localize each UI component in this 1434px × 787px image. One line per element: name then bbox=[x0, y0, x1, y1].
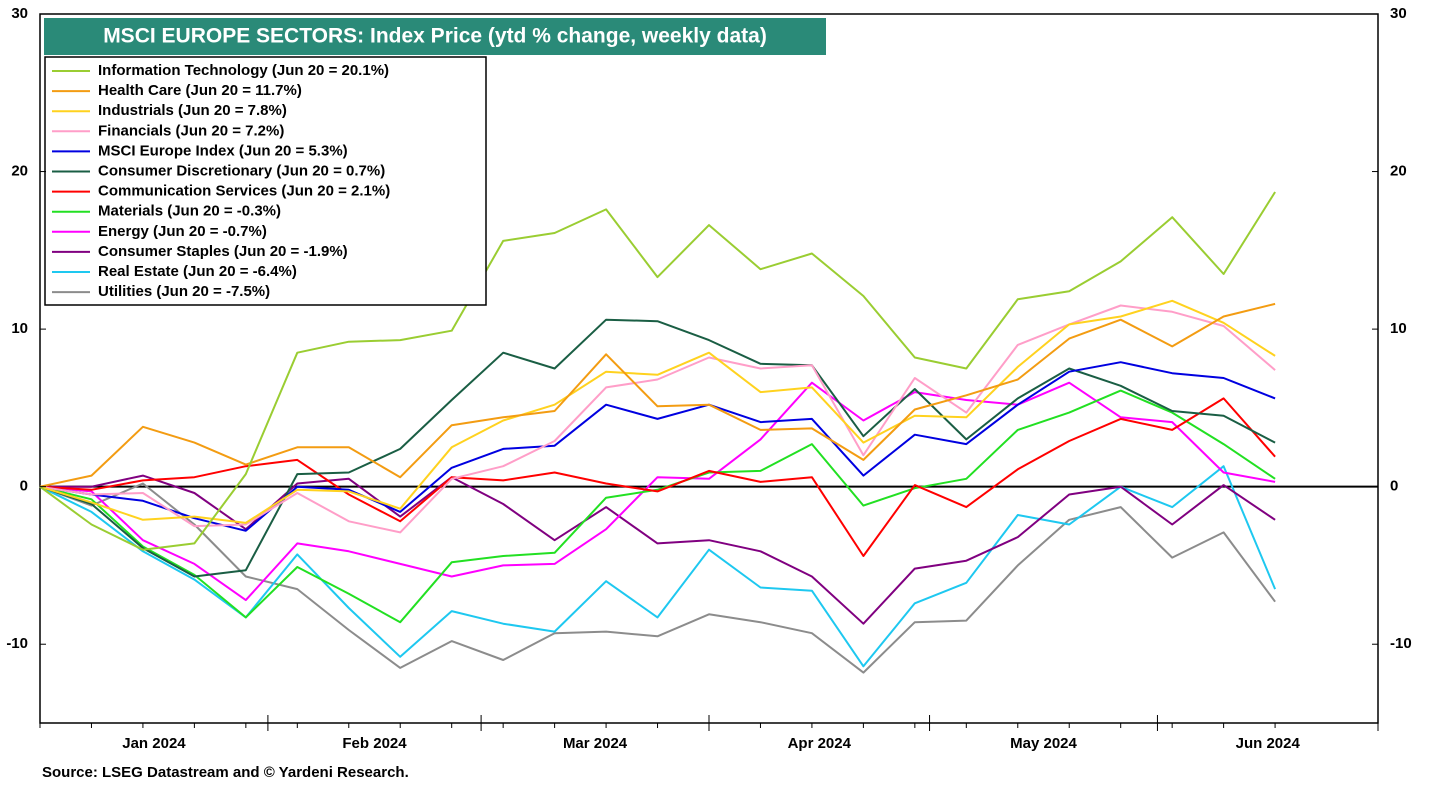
y-tick-label: 20 bbox=[11, 163, 28, 180]
x-tick-label: Apr 2024 bbox=[788, 735, 852, 752]
legend-label: Communication Services (Jun 20 = 2.1%) bbox=[98, 183, 390, 200]
legend-label: Energy (Jun 20 = -0.7%) bbox=[98, 223, 267, 240]
x-tick-label: Feb 2024 bbox=[342, 735, 407, 752]
x-tick-label: May 2024 bbox=[1010, 735, 1077, 752]
y2-tick-label: 30 bbox=[1390, 5, 1407, 22]
x-tick-label: Jun 2024 bbox=[1236, 735, 1301, 752]
y-tick-label: 10 bbox=[11, 320, 28, 337]
legend-label: Consumer Staples (Jun 20 = -1.9%) bbox=[98, 243, 348, 260]
x-tick-label: Mar 2024 bbox=[563, 735, 628, 752]
legend-label: Materials (Jun 20 = -0.3%) bbox=[98, 203, 281, 220]
legend-label: Information Technology (Jun 20 = 20.1%) bbox=[98, 62, 389, 79]
series-line bbox=[39, 482, 1276, 674]
legend-label: Real Estate (Jun 20 = -6.4%) bbox=[98, 263, 297, 280]
y2-tick-label: 10 bbox=[1390, 320, 1407, 337]
series-line bbox=[39, 397, 1276, 557]
y2-tick-label: 0 bbox=[1390, 478, 1398, 495]
y2-tick-label: -10 bbox=[1390, 635, 1412, 652]
title-box bbox=[44, 18, 826, 55]
source-note: Source: LSEG Datastream and © Yardeni Re… bbox=[42, 764, 409, 781]
legend-box bbox=[44, 56, 487, 306]
x-tick-label: Jan 2024 bbox=[122, 735, 186, 752]
y-tick-label: 30 bbox=[11, 5, 28, 22]
y-tick-label: 0 bbox=[20, 478, 28, 495]
series-line bbox=[39, 381, 1276, 602]
series-line bbox=[39, 361, 1276, 532]
series-line bbox=[39, 318, 1276, 578]
legend-label: Industrials (Jun 20 = 7.8%) bbox=[98, 102, 287, 119]
legend-label: Utilities (Jun 20 = -7.5%) bbox=[98, 283, 270, 300]
legend-label: MSCI Europe Index (Jun 20 = 5.3%) bbox=[98, 142, 348, 159]
legend-label: Consumer Discretionary (Jun 20 = 0.7%) bbox=[98, 162, 385, 179]
legend-label: Health Care (Jun 20 = 11.7%) bbox=[98, 82, 302, 99]
legend: Information Technology (Jun 20 = 20.1%) H… bbox=[52, 62, 390, 300]
series-line bbox=[39, 299, 1276, 524]
chart-title: MSCI EUROPE SECTORS: Index Price (ytd % … bbox=[103, 25, 767, 48]
series-line bbox=[40, 474, 1276, 625]
series-line bbox=[39, 302, 1276, 488]
y-tick-label: -10 bbox=[6, 635, 28, 652]
legend-label: Financials (Jun 20 = 7.2%) bbox=[98, 122, 284, 139]
series-line bbox=[39, 389, 1276, 624]
y2-tick-label: 20 bbox=[1390, 163, 1407, 180]
plot-lines bbox=[39, 191, 1378, 674]
series-line bbox=[39, 191, 1276, 551]
